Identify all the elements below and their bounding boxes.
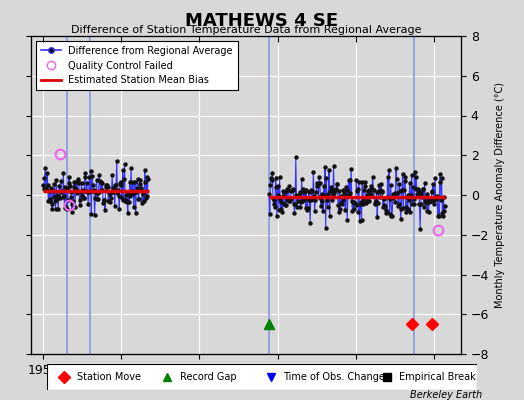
Text: Record Gap: Record Gap bbox=[180, 372, 237, 382]
Text: Berkeley Earth: Berkeley Earth bbox=[410, 390, 482, 400]
Text: Empirical Break: Empirical Break bbox=[399, 372, 476, 382]
FancyBboxPatch shape bbox=[47, 364, 477, 390]
Text: MATHEWS 4 SE: MATHEWS 4 SE bbox=[185, 12, 339, 30]
Legend: Difference from Regional Average, Quality Control Failed, Estimated Station Mean: Difference from Regional Average, Qualit… bbox=[36, 41, 238, 90]
Text: Time of Obs. Change: Time of Obs. Change bbox=[283, 372, 385, 382]
Title: Difference of Station Temperature Data from Regional Average: Difference of Station Temperature Data f… bbox=[71, 25, 421, 35]
Y-axis label: Monthly Temperature Anomaly Difference (°C): Monthly Temperature Anomaly Difference (… bbox=[495, 82, 505, 308]
Text: Station Move: Station Move bbox=[77, 372, 141, 382]
